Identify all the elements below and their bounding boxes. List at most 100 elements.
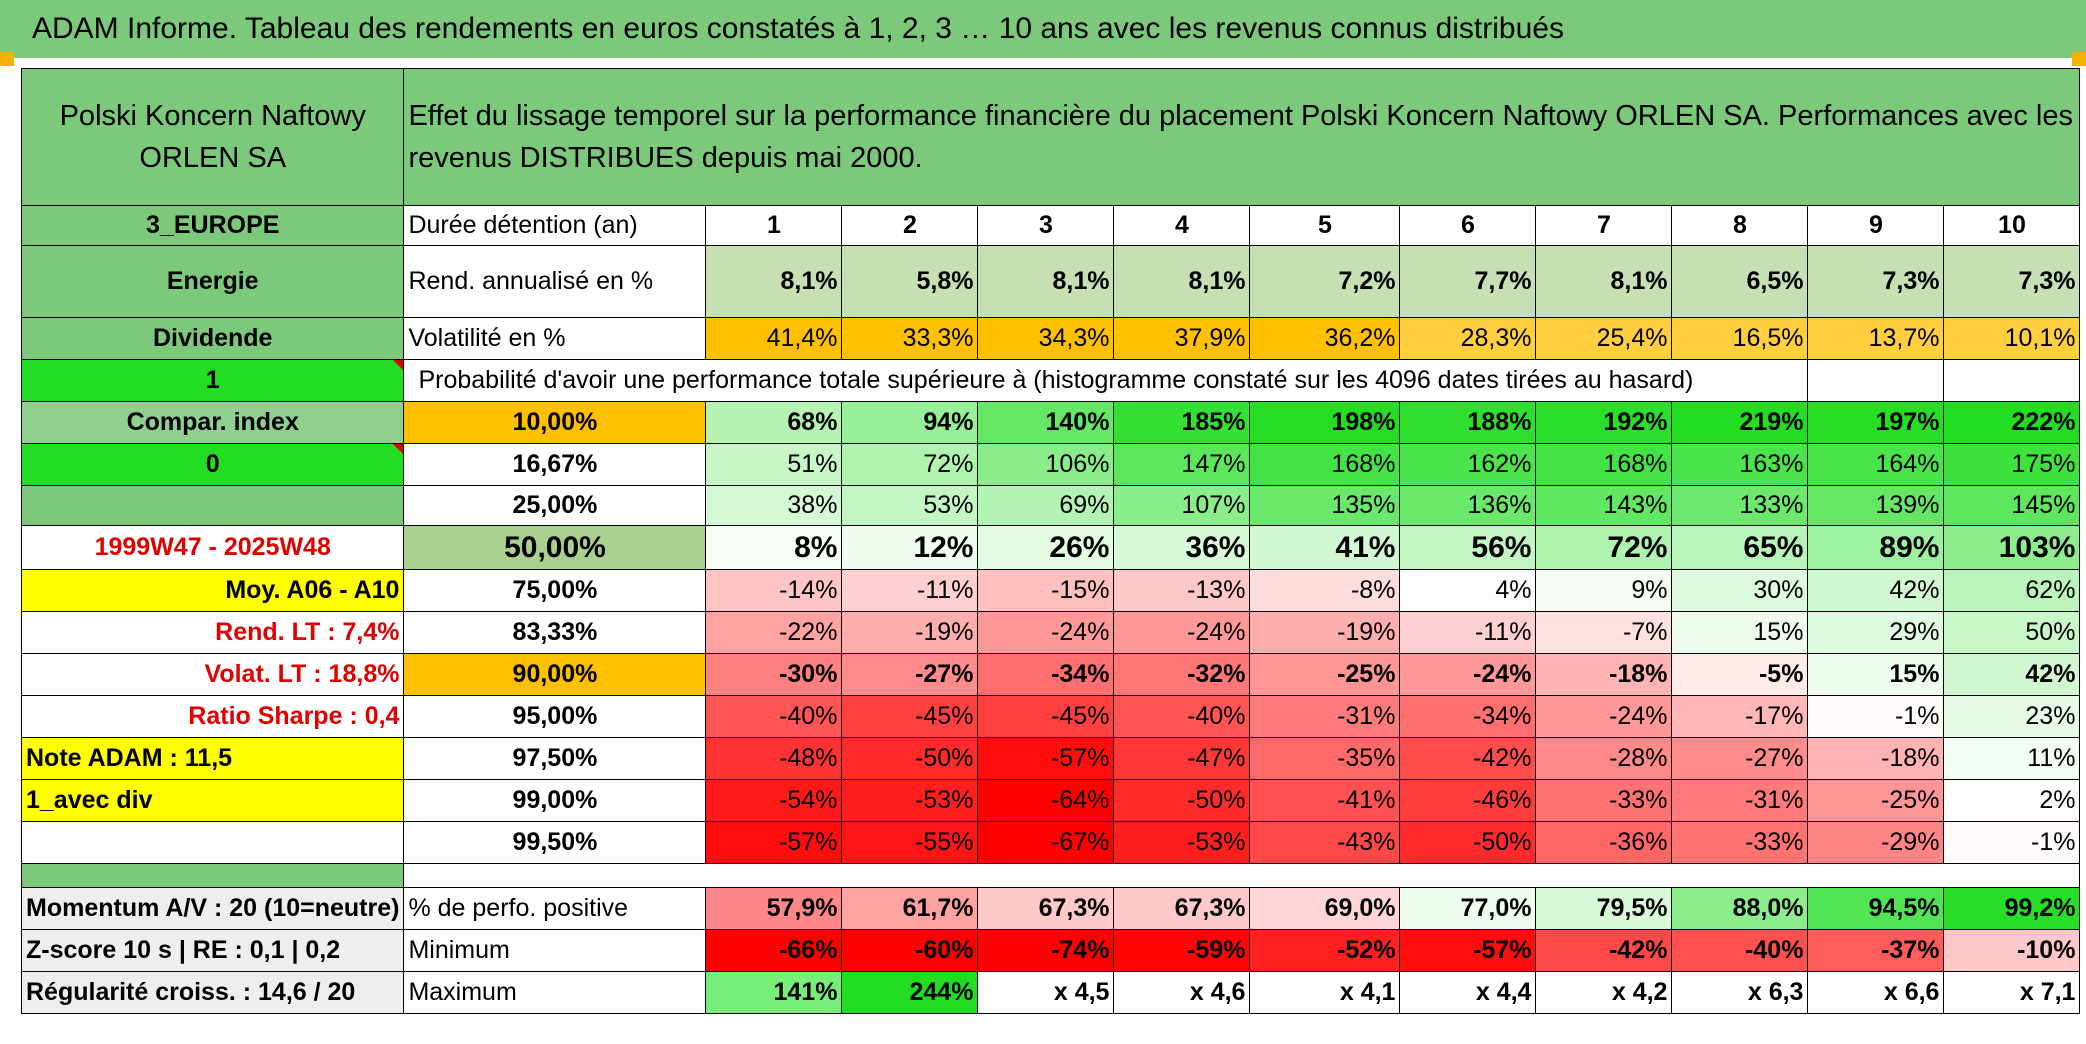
proba-value: 23% [1943,695,2081,738]
maximum-value: 141% [705,971,843,1014]
positive-value: 61,7% [841,887,979,930]
type-label: Dividende [20,317,405,360]
proba-value: 140% [977,401,1115,444]
proba-value: 145% [1943,485,2081,526]
prob-row: Compar. index 10,00% 68% 94% 140% 185% 198% 188… [20,401,2081,444]
prob-row: Rend. LT : 7,4% 83,33% -22% -19% -24% -24% -19… [20,611,2081,654]
proba-threshold: 90,00% [403,653,707,696]
minimum-value: -42% [1535,929,1673,972]
proba-value: -43% [1249,821,1401,864]
minimum-value: -60% [841,929,979,972]
proba-value: 72% [841,443,979,486]
regularite-label: Régularité croiss. : 14,6 / 20 [20,971,405,1014]
volat-value: 16,5% [1671,317,1809,360]
year-header: 4 [1113,205,1251,246]
sharpe-ratio: Ratio Sharpe : 0,4 [20,695,405,738]
proba-value: -1% [1943,821,2081,864]
proba-value: 36% [1113,525,1251,570]
proba-value: 135% [1249,485,1401,526]
prob-row: Note ADAM : 11,5 97,50% -48% -50% -57% -47% -3… [20,737,2081,780]
positive-value: 57,9% [705,887,843,930]
proba-value: 143% [1535,485,1673,526]
year-header: 2 [841,205,979,246]
corner-marker [2072,52,2086,66]
rend-value: 6,5% [1671,245,1809,318]
proba-value: -40% [1113,695,1251,738]
proba-label: Probabilité d'avoir une performance tota… [403,359,1809,402]
proba-value: -17% [1671,695,1809,738]
maximum-value: 244% [841,971,979,1014]
positive-value: 69,0% [1249,887,1401,930]
proba-value: 26% [977,525,1115,570]
proba-value: -27% [841,653,979,696]
momentum-label: Momentum A/V : 20 (10=neutre) [20,887,405,930]
empty-cell [403,863,2081,888]
proba-value: -32% [1113,653,1251,696]
proba-value: -50% [841,737,979,780]
proba-value: -31% [1671,779,1809,822]
maximum-value: x 4,5 [977,971,1115,1014]
proba-value: 147% [1113,443,1251,486]
rend-lt: Rend. LT : 7,4% [20,611,405,654]
proba-value: 94% [841,401,979,444]
proba-value: -47% [1113,737,1251,780]
zscore-label: Z-score 10 s | RE : 0,1 | 0,2 [20,929,405,972]
proba-value: 9% [1535,569,1673,612]
proba-value: 68% [705,401,843,444]
proba-value: 42% [1943,653,2081,696]
proba-value: 175% [1943,443,2081,486]
proba-value: 89% [1807,525,1945,570]
proba-row: 1 Probabilité d'avoir une performance tot… [20,359,2081,402]
proba-value: 42% [1807,569,1945,612]
proba-value: -64% [977,779,1115,822]
corner-marker [0,52,14,66]
proba-value: 69% [977,485,1115,526]
proba-value: -25% [1807,779,1945,822]
proba-value: 198% [1249,401,1401,444]
region-label: 3_EUROPE [20,205,405,246]
minimum-value: -40% [1671,929,1809,972]
proba-value: 185% [1113,401,1251,444]
rend-row: Energie Rend. annualisé en % 8,1% 5,8% 8,1% 8… [20,245,2081,318]
proba-value: 62% [1943,569,2081,612]
year-header: 10 [1943,205,2081,246]
year-header: 9 [1807,205,1945,246]
proba-value: 168% [1535,443,1673,486]
moy-label: Moy. A06 - A10 [20,569,405,612]
proba-threshold: 97,50% [403,737,707,780]
maximum-value: x 4,1 [1249,971,1401,1014]
positive-row: Momentum A/V : 20 (10=neutre)% de perfo.… [20,887,2081,930]
proba-value: -29% [1807,821,1945,864]
proba-value: -33% [1671,821,1809,864]
proba-value: 72% [1535,525,1673,570]
period-label: 1999W47 - 2025W48 [20,525,405,570]
proba-value: -41% [1249,779,1401,822]
proba-threshold: 99,00% [403,779,707,822]
empty-cell [20,485,405,526]
proba-value: -11% [841,569,979,612]
avec-div: 1_avec div [20,779,405,822]
proba-threshold: 10,00% [403,401,707,444]
proba-value: -1% [1807,695,1945,738]
proba-value: 15% [1807,653,1945,696]
proba-value: -8% [1249,569,1401,612]
proba-value: -24% [1399,653,1537,696]
proba-value: -24% [1535,695,1673,738]
proba-value: -18% [1535,653,1673,696]
prob-row: Moy. A06 - A10 75,00% -14% -11% -15% -13% -8% 4… [20,569,2081,612]
positive-value: 88,0% [1671,887,1809,930]
year-header: 6 [1399,205,1537,246]
proba-value: 219% [1671,401,1809,444]
proba-value: 2% [1943,779,2081,822]
proba-value: -50% [1399,821,1537,864]
header-row: Polski Koncern Naftowy ORLEN SA Effet du … [20,68,2081,206]
proba-value: 53% [841,485,979,526]
volat-value: 25,4% [1535,317,1673,360]
volat-label: Volatilité en % [403,317,707,360]
proba-value: -31% [1249,695,1401,738]
prob-row: 99,50% -57% -55% -67% -53% -43% -50% -36% -33% -2… [20,821,2081,864]
year-header: 5 [1249,205,1401,246]
volat-value: 41,4% [705,317,843,360]
maximum-label: Maximum [403,971,707,1014]
volat-value: 10,1% [1943,317,2081,360]
